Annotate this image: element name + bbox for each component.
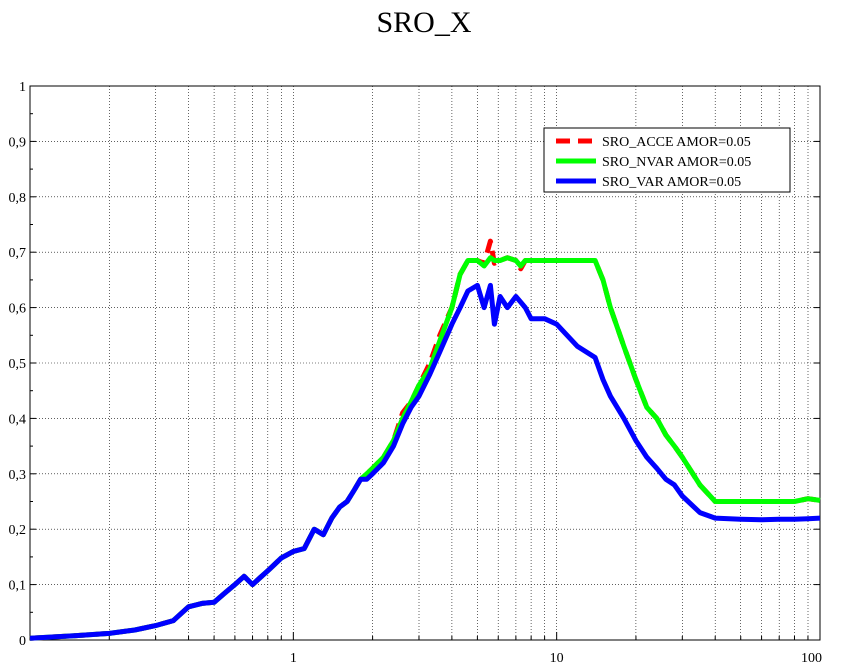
x-tick-label: 100 <box>801 651 822 666</box>
legend-label-1: SRO_ACCE AMOR=0.05 <box>602 135 751 150</box>
series-line-1 <box>29 238 821 641</box>
y-tick-label: 0,9 <box>9 135 27 150</box>
legend-label-2: SRO_NVAR AMOR=0.05 <box>602 155 751 170</box>
y-tick-label: 1 <box>19 80 26 95</box>
legend-label-3: SRO_VAR AMOR=0.05 <box>602 175 741 190</box>
y-tick-label: 0,1 <box>9 579 27 594</box>
y-tick-label: 0,7 <box>9 246 27 261</box>
grid <box>30 86 820 640</box>
y-tick-label: 0,4 <box>9 412 27 427</box>
x-tick-label: 10 <box>550 651 564 666</box>
x-tick-label: 1 <box>290 651 297 666</box>
y-tick-label: 0,3 <box>9 468 27 483</box>
series-line-3 <box>29 282 821 641</box>
y-tick-label: 0,2 <box>9 523 27 538</box>
series-line-2 <box>29 255 821 641</box>
y-tick-label: 0,6 <box>9 302 27 317</box>
series-layer <box>29 238 821 641</box>
chart-title: SRO_X <box>376 6 472 39</box>
axis-ticks: 0 0,1 0,2 0,3 0,4 0,5 0,6 0,7 0,8 0,9 1 1 10 100 <box>9 80 823 666</box>
y-tick-label: 0,5 <box>9 357 27 372</box>
y-tick-label: 0 <box>19 634 26 649</box>
y-tick-label: 0,8 <box>9 191 27 206</box>
legend: SRO_ACCE AMOR=0.05 SRO_NVAR AMOR=0.05 SRO_… <box>543 127 791 193</box>
